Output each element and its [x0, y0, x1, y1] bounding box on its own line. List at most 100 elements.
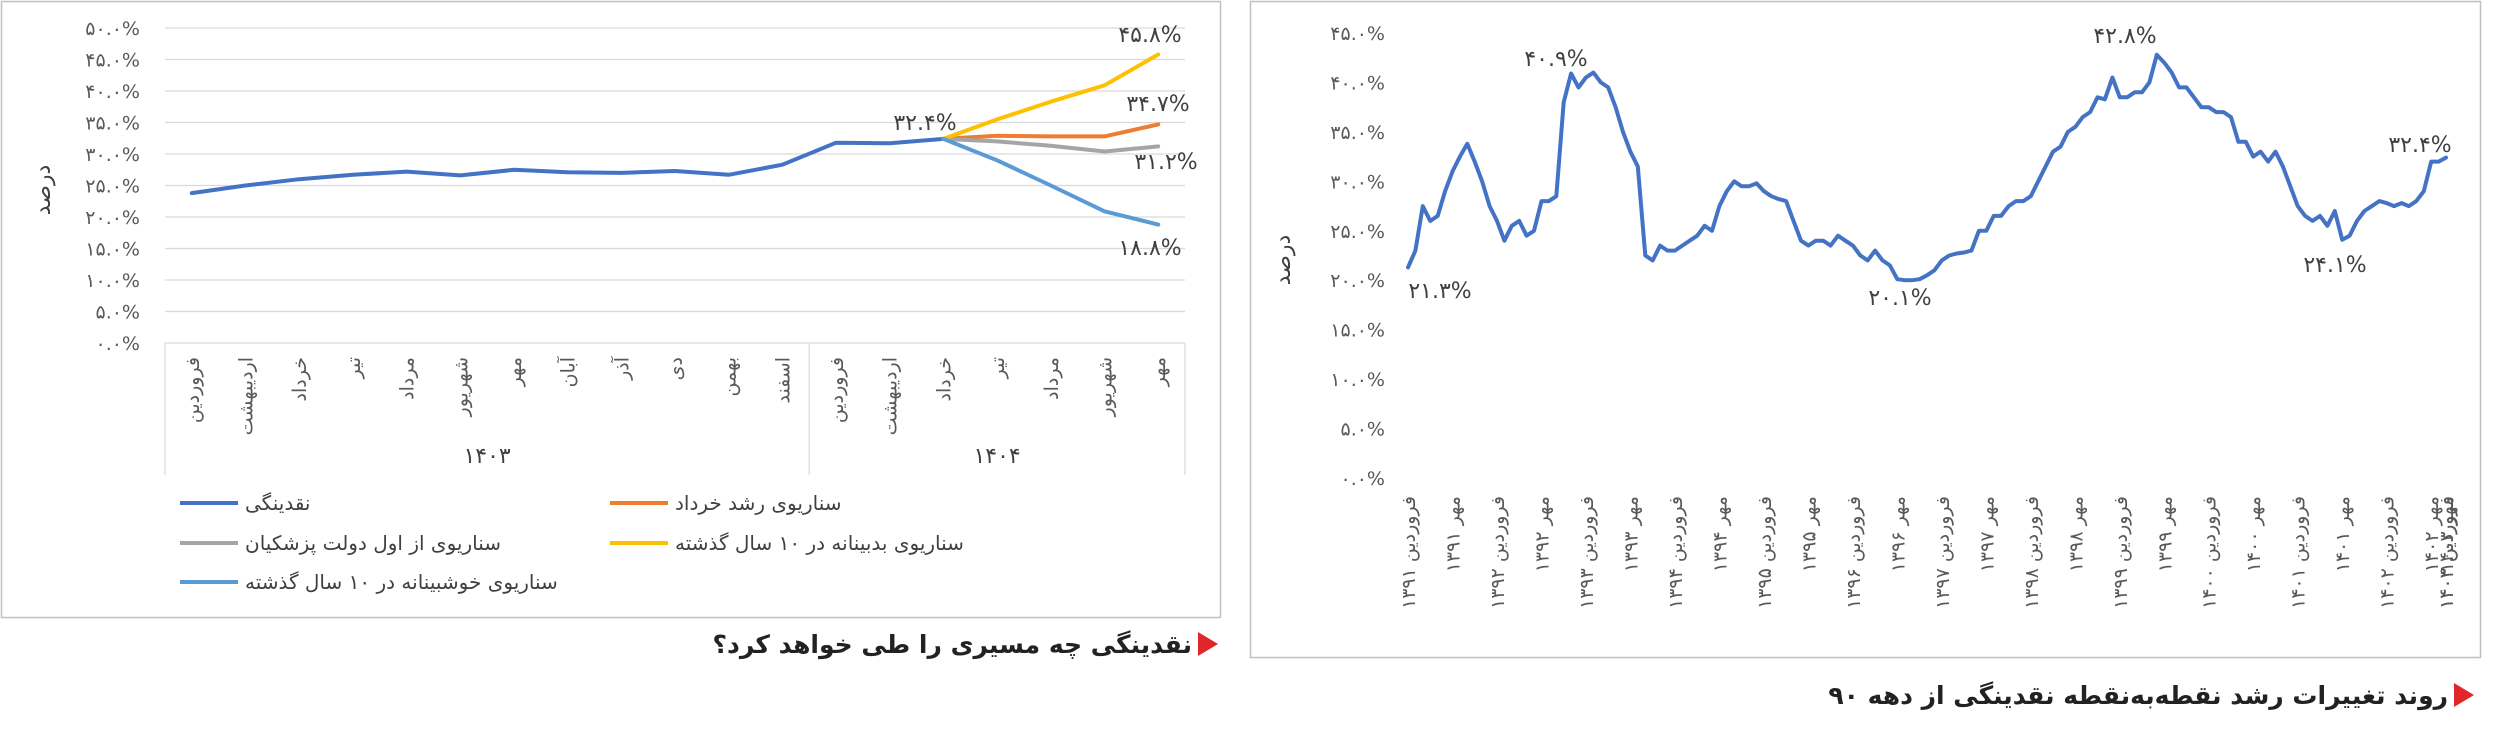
left-x-tick-label: فروردین	[826, 357, 848, 423]
right-x-tick-label: فروردین ۱۴۰۴	[2436, 496, 2458, 609]
legend-label-optimistic: سناریوی خوشبینانه در ۱۰ سال گذشته	[245, 570, 558, 594]
right-x-tick-label: فروردین ۱۳۹۷	[1932, 496, 1954, 609]
left-annotation-pessimistic: ۴۵.۸%	[1118, 23, 1181, 48]
legend-item-liquidity: نقدینگی	[180, 491, 311, 515]
right-x-tick-label: فروردین ۱۳۹۶	[1843, 496, 1865, 609]
left-x-tick-labels: فروردین اردیبهشت خرداد تیر مرداد شهریور مهر آبا…	[182, 356, 1170, 435]
left-year-group-label: ۱۴۰۴	[973, 444, 1020, 469]
left-y-tick-label: ۰.۰%	[95, 333, 140, 355]
left-y-tick-label: ۱۵.۰%	[85, 239, 140, 261]
left-y-tick-label: ۵.۰%	[95, 302, 140, 324]
left-x-tick-label: بهمن	[719, 357, 741, 397]
right-x-tick-label: مهر ۱۳۹۸	[2065, 496, 2087, 572]
left-x-tick-label: آبان	[556, 356, 580, 387]
left-annotation-optimistic: ۱۸.۸%	[1118, 236, 1181, 261]
left-y-tick-label: ۳۵.۰%	[85, 113, 140, 135]
left-x-tick-label: اسفند	[772, 357, 794, 404]
left-y-axis-label: درصد	[31, 165, 56, 216]
right-annotation-low: ۲۰.۱%	[1868, 286, 1931, 311]
right-y-tick-label: ۱۵.۰%	[1330, 320, 1385, 342]
legend-label-pessimistic: سناریوی بدبینانه در ۱۰ سال گذشته	[675, 531, 964, 555]
right-x-tick-label: مهر ۱۳۹۶	[1887, 496, 1909, 572]
left-x-tick-label: شهریور	[450, 357, 472, 417]
left-caption: نقدینگی چه مسیری را طی خواهد کرد؟	[713, 630, 1193, 660]
left-series-line-1	[941, 122, 1161, 141]
right-chart-frame	[1249, 0, 2482, 659]
left-y-tick-label: ۱۰.۰%	[85, 270, 140, 292]
right-annotation-end: ۳۲.۴%	[2388, 133, 2451, 158]
right-y-tick-label: ۴۵.۰%	[1330, 23, 1385, 45]
right-x-tick-label: فروردین ۱۳۹۱	[1398, 496, 1420, 609]
right-x-tick-label: فروردین ۱۳۹۳	[1576, 496, 1598, 609]
legend-label-pezeshkian: سناریوی از اول دولت پزشکیان	[245, 531, 501, 556]
legend-label-khordad: سناریوی رشد خرداد	[675, 491, 842, 515]
left-y-tick-label: ۳۰.۰%	[85, 144, 140, 166]
left-chart-frame	[0, 0, 1222, 619]
left-series-lines	[189, 52, 1161, 227]
right-y-tick-label: ۲۰.۰%	[1330, 270, 1385, 292]
right-y-tick-label: ۴۰.۰%	[1330, 72, 1385, 94]
right-y-tick-label: ۵.۰%	[1340, 419, 1385, 441]
right-x-tick-label: فروردین ۱۴۰۰	[2199, 496, 2221, 609]
left-caption-triangle-icon	[1198, 632, 1218, 656]
left-series-line-0	[189, 136, 946, 196]
left-y-tick-label: ۲۵.۰%	[85, 176, 140, 198]
left-legend: نقدینگی سناریوی رشد خرداد سناریوی از اول…	[180, 491, 964, 594]
right-y-tick-label: ۳۵.۰%	[1330, 122, 1385, 144]
left-x-tick-label: مهر	[1148, 357, 1170, 387]
right-y-tick-label: ۱۰.۰%	[1330, 369, 1385, 391]
right-x-tick-label: فروردین ۱۴۰۳	[2436, 496, 2458, 609]
right-x-tick-label: فروردین ۱۴۰۲	[2377, 496, 2399, 609]
right-x-tick-label: فروردین ۱۳۹۲	[1487, 496, 1509, 609]
right-x-tick-label: فروردین ۱۳۹۹	[2110, 496, 2132, 609]
legend-item-optimistic: سناریوی خوشبینانه در ۱۰ سال گذشته	[180, 570, 558, 594]
legend-item-pessimistic: سناریوی بدبینانه در ۱۰ سال گذشته	[610, 531, 964, 555]
left-series-line-3	[941, 52, 1161, 141]
right-annotation-start: ۲۱.۳%	[1408, 279, 1471, 304]
right-caption: روند تغییرات رشد نقطه‌به‌نقطه نقدینگی از…	[1828, 681, 2448, 711]
left-annotation-junction: ۳۲.۴%	[893, 111, 956, 136]
right-x-tick-label: مهر ۱۴۰۳	[2436, 496, 2458, 572]
left-series-line-2	[941, 136, 1161, 154]
right-x-tick-label: مهر ۱۳۹۴	[1709, 496, 1731, 572]
right-x-tick-label: مهر ۱۳۹۲	[1531, 496, 1553, 572]
right-x-tick-label: مهر ۱۳۹۳	[1620, 496, 1642, 572]
left-year-group-label: ۱۴۰۳	[463, 444, 510, 469]
left-year-groups: ۱۴۰۳ ۱۴۰۴	[164, 343, 1186, 475]
right-x-tick-label: مهر ۱۳۹۷	[1976, 496, 1998, 572]
left-x-tick-label: آذر	[609, 356, 633, 381]
right-series-line	[1406, 52, 2448, 283]
right-x-tick-labels: فروردین ۱۳۹۱ مهر ۱۳۹۱ فروردین ۱۳۹۲ مهر ۱۳۹۲…	[1398, 496, 2458, 609]
right-x-tick-label: مهر ۱۴۰۱	[2332, 496, 2354, 572]
right-annotation-peak1: ۴۰.۹%	[1524, 47, 1587, 72]
left-x-tick-label: مهر	[504, 357, 526, 387]
left-x-tick-label: تیر	[987, 357, 1009, 380]
left-y-tick-labels: ۰.۰% ۵.۰% ۱۰.۰% ۱۵.۰% ۲۰.۰% ۲۵.۰% ۳۰.۰% ۳۵.۰% ۴۰…	[85, 18, 140, 355]
left-x-tick-label: فروردین	[182, 357, 204, 423]
left-x-tick-label: خرداد	[933, 357, 955, 401]
left-y-tick-label: ۲۰.۰%	[85, 207, 140, 229]
right-y-tick-labels: ۰.۰% ۵.۰% ۱۰.۰% ۱۵.۰% ۲۰.۰% ۲۵.۰% ۳۰.۰% ۳۵.۰% ۴۰…	[1330, 23, 1385, 490]
right-x-tick-label: مهر ۱۳۹۹	[2154, 496, 2176, 572]
right-annotation-dip: ۲۴.۱%	[2303, 253, 2366, 278]
right-caption-triangle-icon	[2454, 683, 2474, 707]
right-x-tick-label: فروردین ۱۳۹۸	[2021, 496, 2043, 609]
left-annotation-pezeshkian: ۳۱.۲%	[1134, 150, 1197, 175]
legend-item-pezeshkian: سناریوی از اول دولت پزشکیان	[180, 531, 501, 556]
left-series-line-4	[941, 136, 1161, 227]
right-x-tick-label: فروردین ۱۳۹۴	[1665, 496, 1687, 609]
right-x-tick-label: مهر ۱۳۹۱	[1442, 496, 1464, 572]
left-gridlines	[165, 27, 1185, 344]
right-x-tick-label: مهر ۱۴۰۲	[2421, 496, 2443, 572]
left-x-tick-label: شهریور	[1094, 357, 1116, 417]
left-x-tick-label: مرداد	[1041, 357, 1063, 400]
left-x-tick-label: مرداد	[397, 357, 419, 400]
right-y-tick-label: ۳۰.۰%	[1330, 171, 1385, 193]
right-x-tick-label: فروردین ۱۳۹۵	[1754, 496, 1776, 609]
left-x-tick-label: اردیبهشت	[880, 357, 902, 435]
left-x-tick-label: تیر	[343, 357, 365, 380]
left-x-tick-label: خرداد	[289, 357, 311, 401]
right-y-tick-label: ۰.۰%	[1340, 468, 1385, 490]
left-x-tick-label: اردیبهشت	[236, 357, 258, 435]
